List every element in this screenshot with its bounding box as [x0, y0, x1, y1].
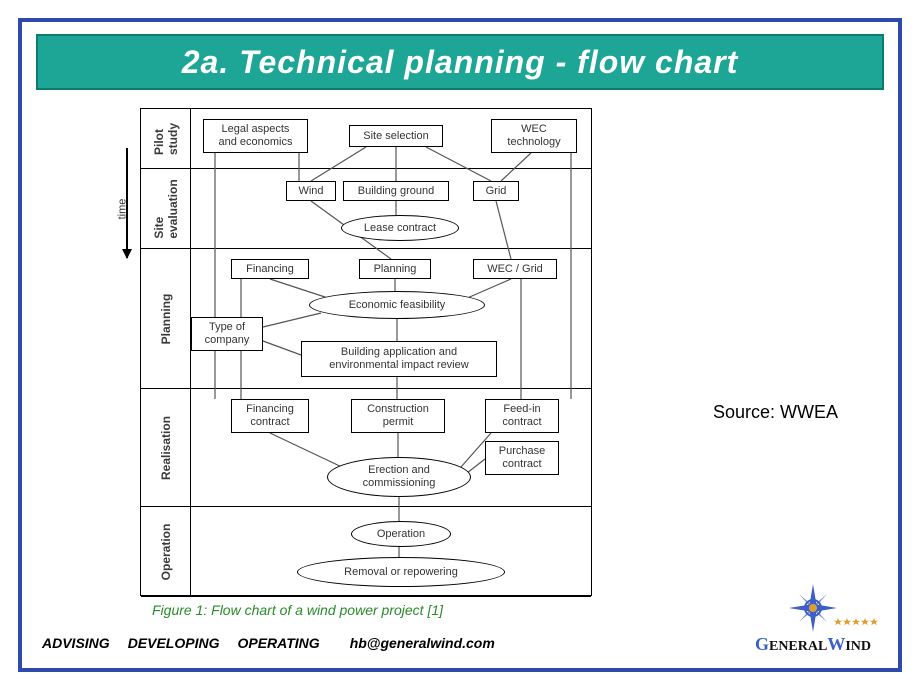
time-axis: time	[102, 108, 140, 258]
flowchart-node: Removal or repowering	[297, 557, 505, 587]
flowchart-node: Feed-incontract	[485, 399, 559, 433]
time-arrow-icon	[126, 148, 128, 258]
flowchart-node: Building ground	[343, 181, 449, 201]
footer-word: DEVELOPING	[128, 635, 220, 651]
figure-caption: Figure 1: Flow chart of a wind power pro…	[152, 602, 443, 618]
footer-tagline: ADVISING DEVELOPING OPERATING	[42, 635, 320, 651]
slide-frame: 2a. Technical planning - flow chart time…	[18, 18, 902, 672]
flowchart-node: Site selection	[349, 125, 443, 147]
logo: GENERALWIND	[738, 580, 888, 660]
phase-table: Pilotstudy Siteevaluation Planning Realisat…	[140, 108, 592, 596]
flowchart-node: Type ofcompany	[191, 317, 263, 351]
svg-text:GENERALWIND: GENERALWIND	[755, 634, 871, 654]
phase-label: Siteevaluation	[152, 179, 180, 238]
flowchart-node: Legal aspectsand economics	[203, 119, 308, 153]
flowchart-node: Building application andenvironmental im…	[301, 341, 497, 377]
compass-icon: GENERALWIND	[738, 580, 888, 660]
title-bar: 2a. Technical planning - flow chart	[36, 34, 884, 90]
phase-label-cell: Siteevaluation	[141, 169, 191, 248]
footer-word: ADVISING	[42, 635, 110, 651]
phase-label: Operation	[159, 523, 173, 580]
footer-email: hb@generalwind.com	[350, 635, 495, 651]
flowchart-node: Erection andcommissioning	[327, 457, 471, 497]
flowchart-node: Constructionpermit	[351, 399, 445, 433]
phase-label: Pilotstudy	[152, 122, 180, 154]
flowchart: time Pilotstudy Siteevaluation Planning Rea…	[102, 108, 592, 618]
phase-label: Realisation	[159, 415, 173, 479]
phase-label: Planning	[159, 293, 173, 344]
flowchart-node: Operation	[351, 521, 451, 547]
flowchart-node: Lease contract	[341, 215, 459, 241]
phase-label-cell: Realisation	[141, 389, 191, 506]
page-title: 2a. Technical planning - flow chart	[182, 44, 739, 81]
flowchart-node: Financing	[231, 259, 309, 279]
flowchart-node: WEC / Grid	[473, 259, 557, 279]
source-label: Source: WWEA	[713, 402, 838, 423]
flowchart-node: Economic feasibility	[309, 291, 485, 319]
phase-label-cell: Planning	[141, 249, 191, 388]
flowchart-node: Grid	[473, 181, 519, 201]
flowchart-node: WECtechnology	[491, 119, 577, 153]
flowchart-node: Financingcontract	[231, 399, 309, 433]
phase-label-cell: Pilotstudy	[141, 109, 191, 168]
flowchart-node: Planning	[359, 259, 431, 279]
flowchart-node: Purchasecontract	[485, 441, 559, 475]
footer-word: OPERATING	[237, 635, 319, 651]
phase-label-cell: Operation	[141, 507, 191, 596]
flowchart-node: Wind	[286, 181, 336, 201]
